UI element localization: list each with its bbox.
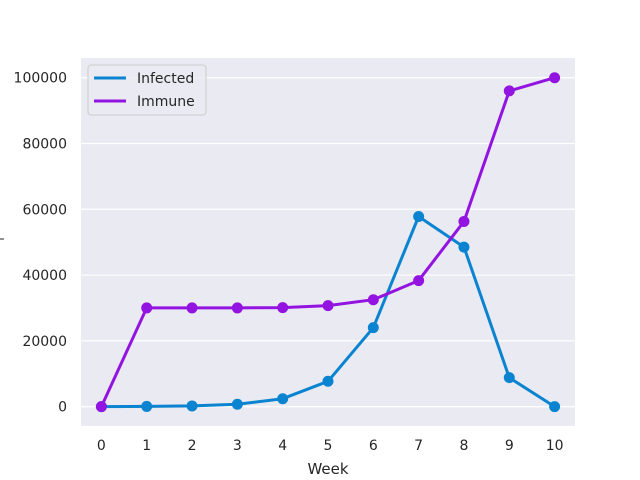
x-tick-label: 9 (505, 438, 514, 454)
y-tick-label: 20000 (22, 334, 67, 350)
data-point-immune (322, 300, 334, 312)
y-tick-label: 40000 (22, 268, 67, 284)
data-point-infected (186, 400, 198, 412)
y-axis-ticks: 0 20000 40000 60000 80000 100000 (14, 71, 67, 416)
data-point-infected (549, 401, 561, 413)
x-tick-label: 7 (414, 438, 423, 454)
data-point-infected (367, 322, 379, 334)
x-tick-label: 1 (142, 438, 151, 454)
data-point-immune (458, 215, 470, 227)
y-tick-label: 100000 (14, 71, 67, 87)
data-point-immune (549, 72, 561, 84)
data-point-immune (186, 302, 198, 314)
x-tick-label: 8 (460, 438, 469, 454)
data-point-immune (95, 401, 107, 413)
data-point-immune (413, 275, 425, 287)
x-tick-label: 6 (369, 438, 378, 454)
data-point-infected (413, 211, 425, 223)
x-tick-label: 4 (278, 438, 287, 454)
x-tick-label: 0 (97, 438, 106, 454)
legend-label-infected: Infected (137, 71, 194, 87)
data-point-immune (503, 85, 515, 97)
data-point-infected (277, 393, 289, 405)
x-tick-label: 3 (233, 438, 242, 454)
legend: Infected Immune (87, 64, 207, 116)
x-axis-ticks: 0 1 2 3 4 5 6 7 8 9 10 (97, 438, 564, 454)
x-tick-label: 5 (324, 438, 333, 454)
data-point-infected (141, 400, 153, 412)
x-axis-title: Week (307, 460, 348, 478)
data-point-immune (277, 302, 289, 314)
data-point-immune (367, 294, 379, 306)
y-tick-label: 0 (58, 400, 67, 416)
y-tick-label: 80000 (22, 137, 67, 153)
data-point-infected (322, 375, 334, 387)
data-point-immune (141, 302, 153, 314)
data-point-infected (458, 241, 470, 253)
y-tick-label: 60000 (22, 202, 67, 218)
x-tick-label: 10 (546, 438, 564, 454)
data-point-infected (503, 372, 515, 384)
plot-background (81, 58, 575, 426)
legend-label-immune: Immune (137, 94, 195, 110)
series-layer (95, 72, 561, 413)
data-point-immune (231, 302, 243, 314)
x-tick-label: 2 (188, 438, 197, 454)
data-point-infected (231, 398, 243, 410)
